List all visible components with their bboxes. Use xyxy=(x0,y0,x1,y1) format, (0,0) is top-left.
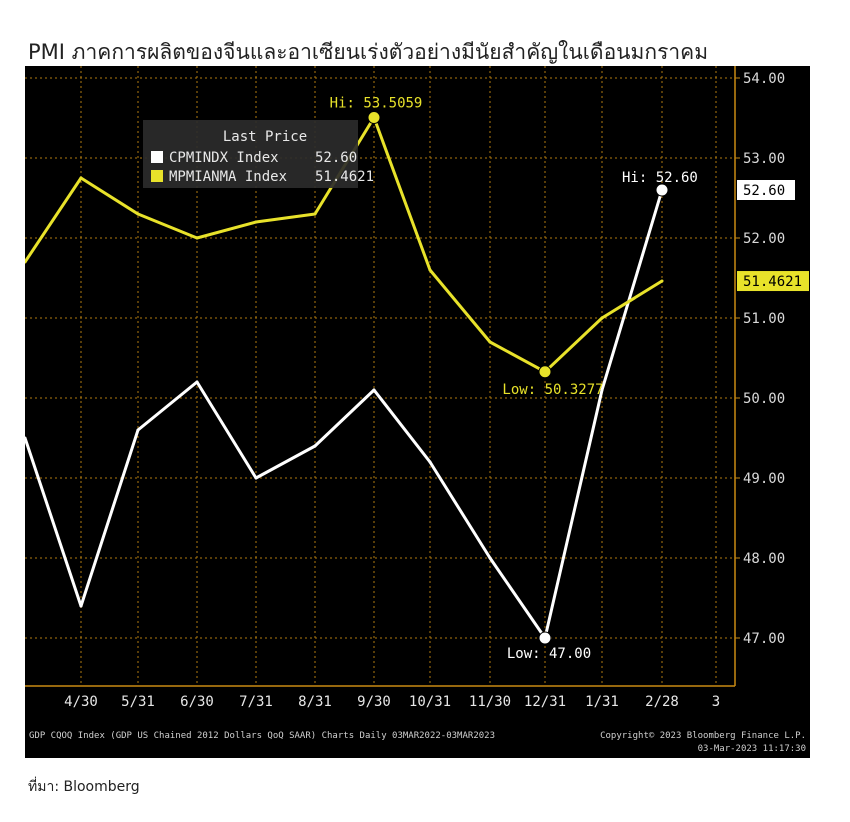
x-tick-label-9: 1/31 xyxy=(585,694,619,710)
legend-value-0: 52.60 xyxy=(315,150,357,166)
x-tick-label-4: 8/31 xyxy=(298,694,332,710)
data-point-0-0 xyxy=(25,436,27,440)
data-point-0-8 xyxy=(488,556,492,560)
last-price-tag-label-1: 51.4621 xyxy=(743,274,802,290)
data-point-0-7 xyxy=(428,460,432,464)
data-point-0-5 xyxy=(313,444,317,448)
footer-copyright: Copyright© 2023 Bloomberg Finance L.P. xyxy=(600,731,806,741)
data-point-0-6 xyxy=(372,388,376,392)
chart-panel: 47.00 48.00 49.00 50.00 51.00 52.00 53.00 54.00… xyxy=(25,66,810,758)
data-point-0-2 xyxy=(136,428,140,432)
legend-swatch-1 xyxy=(151,170,163,182)
x-tick-label-10: 2/28 xyxy=(645,694,679,710)
low-label-1: Low: 50.3277 xyxy=(502,382,603,398)
y-tick-label-4: 51.00 xyxy=(743,311,785,327)
data-point-0-3 xyxy=(195,380,199,384)
x-tick-label-5: 9/30 xyxy=(357,694,391,710)
footer-left: GDP CQOQ Index (GDP US Chained 2012 Doll… xyxy=(29,731,495,741)
data-point-1-4 xyxy=(254,220,258,224)
y-tick-label-0: 47.00 xyxy=(743,631,785,647)
legend-swatch-0 xyxy=(151,151,163,163)
y-tick-label-1: 48.00 xyxy=(743,551,785,567)
data-point-1-0 xyxy=(25,260,27,264)
y-tick-label-3: 50.00 xyxy=(743,391,785,407)
y-tick-label-2: 49.00 xyxy=(743,471,785,487)
low-label-0: Low: 47.00 xyxy=(507,646,591,662)
low-marker-0 xyxy=(538,631,552,645)
last-price-tag-1 xyxy=(737,271,809,292)
low-marker-1 xyxy=(538,365,552,379)
pmi-line-chart: 47.00 48.00 49.00 50.00 51.00 52.00 53.00 54.00… xyxy=(25,66,809,754)
legend-label-0: CPMINDX Index xyxy=(169,150,279,166)
data-point-1-1 xyxy=(79,176,83,180)
high-label-1: Hi: 53.5059 xyxy=(330,96,423,112)
data-point-1-5 xyxy=(313,212,317,216)
x-tick-label-11: 3 xyxy=(712,694,720,710)
legend-title: Last Price xyxy=(223,129,307,145)
footer-timestamp: 03-Mar-2023 11:17:30 xyxy=(698,744,806,754)
x-tick-label-6: 10/31 xyxy=(409,694,451,710)
x-tick-label-3: 7/31 xyxy=(239,694,273,710)
y-tick-label-6: 53.00 xyxy=(743,151,785,167)
data-point-1-10 xyxy=(600,316,604,320)
data-point-1-8 xyxy=(488,340,492,344)
high-marker-1 xyxy=(367,111,381,125)
x-tick-label-1: 5/31 xyxy=(121,694,155,710)
x-tick-label-2: 6/30 xyxy=(180,694,214,710)
legend-label-1: MPMIANMA Index xyxy=(169,169,287,185)
data-point-1-11 xyxy=(660,279,664,283)
y-tick-label-7: 54.00 xyxy=(743,71,785,87)
last-price-tag-label-0: 52.60 xyxy=(743,183,785,199)
data-point-1-7 xyxy=(428,268,432,272)
data-point-0-4 xyxy=(254,476,258,480)
high-marker-0 xyxy=(655,183,669,197)
y-tick-label-5: 52.00 xyxy=(743,231,785,247)
legend-box xyxy=(143,120,358,188)
x-tick-label-0: 4/30 xyxy=(64,694,98,710)
data-point-0-10 xyxy=(600,388,604,392)
last-price-tag-0 xyxy=(737,180,795,200)
series-line-0 xyxy=(25,189,664,640)
data-point-1-3 xyxy=(195,236,199,240)
x-tick-label-7: 11/30 xyxy=(469,694,511,710)
data-point-1-2 xyxy=(136,212,140,216)
high-label-0: Hi: 52.60 xyxy=(622,170,698,186)
page-title: PMI ภาคการผลิตของจีนและอาเซียนเร่งตัวอย่… xyxy=(28,40,709,64)
data-point-0-1 xyxy=(79,604,83,608)
x-tick-label-8: 12/31 xyxy=(524,694,566,710)
source-note: ที่มา: Bloomberg xyxy=(28,779,140,795)
legend-value-1: 51.4621 xyxy=(315,169,374,185)
